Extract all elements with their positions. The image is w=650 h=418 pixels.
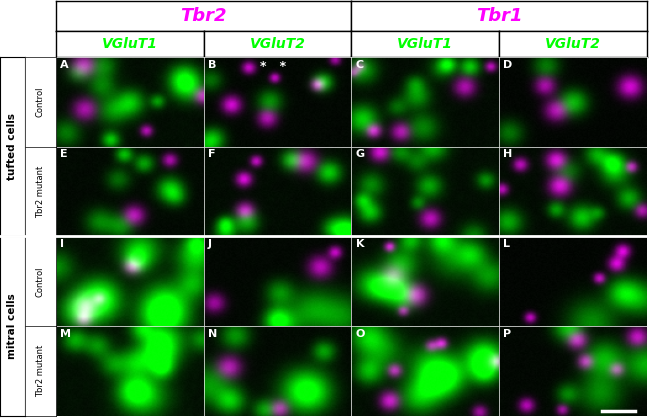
Text: Tbr1: Tbr1 [476,7,523,25]
Text: F: F [208,149,216,159]
Text: E: E [60,149,68,159]
Text: A: A [60,59,69,69]
Text: Tbr2 mutant: Tbr2 mutant [36,345,45,397]
Text: J: J [208,239,212,249]
Text: N: N [208,329,217,339]
Text: *   *: * * [260,61,286,74]
Text: M: M [60,329,72,339]
Text: Control: Control [36,87,45,117]
Text: L: L [504,239,510,249]
Text: Tbr2: Tbr2 [180,7,227,25]
Text: K: K [356,239,364,249]
Text: VGluT1: VGluT1 [397,37,453,51]
Text: H: H [504,149,513,159]
Text: P: P [504,329,512,339]
Text: G: G [356,149,365,159]
Text: O: O [356,329,365,339]
Text: I: I [60,239,64,249]
Text: VGluT1: VGluT1 [102,37,158,51]
Text: VGluT2: VGluT2 [545,37,601,51]
Text: Tbr2 mutant: Tbr2 mutant [36,166,45,218]
Text: D: D [504,59,513,69]
Text: mitral cells: mitral cells [7,293,18,359]
Text: VGluT2: VGluT2 [250,37,306,51]
Text: B: B [208,59,216,69]
Text: tufted cells: tufted cells [7,113,18,180]
Text: C: C [356,59,364,69]
Text: Control: Control [36,266,45,296]
